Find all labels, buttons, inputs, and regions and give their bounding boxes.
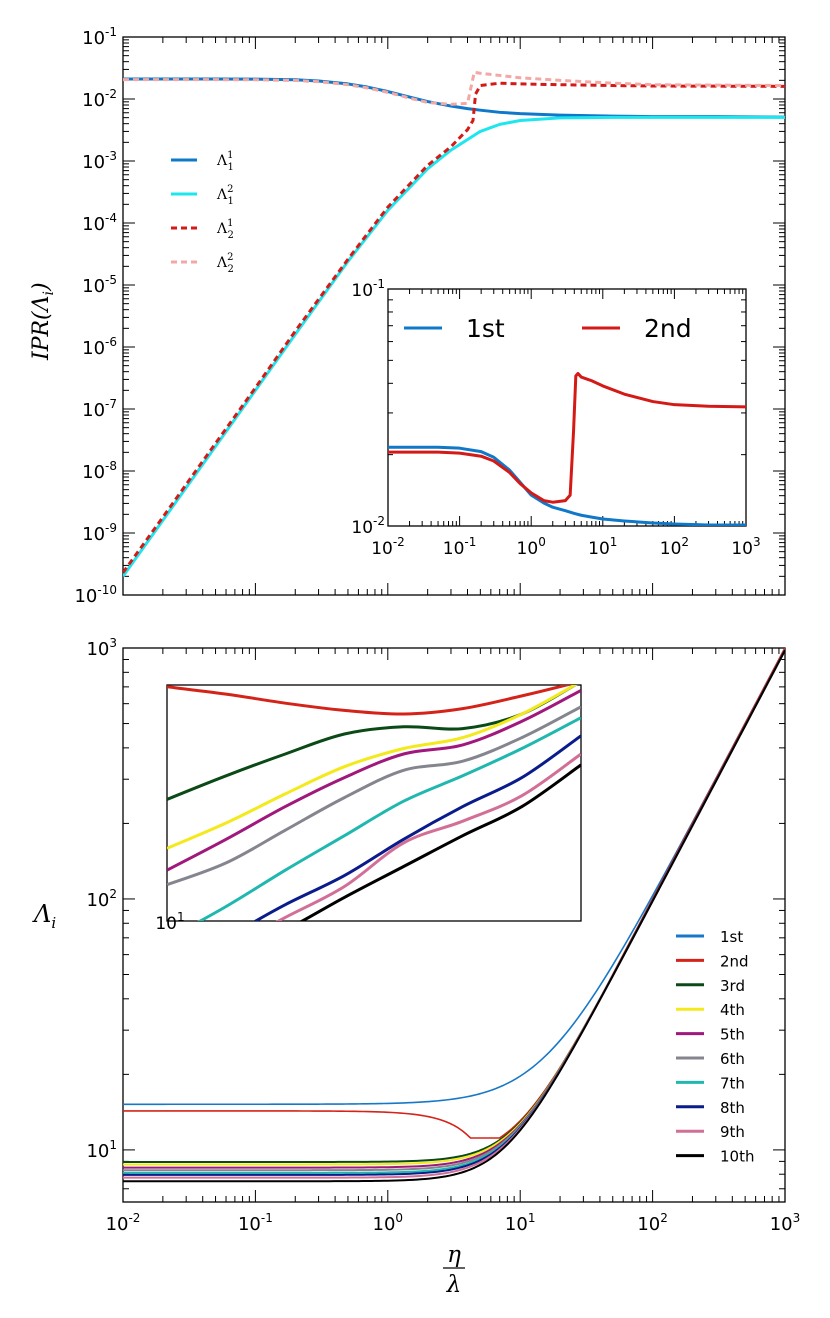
top-plot-frame xyxy=(122,36,786,596)
top-y-tick-label: 10-3 xyxy=(82,149,117,173)
top-series-group xyxy=(123,70,785,578)
bottom-inset-series-line-1 xyxy=(167,685,573,716)
top-legend-label: Λ1 1 xyxy=(216,150,234,173)
top-y-tick-label: 10-6 xyxy=(82,335,117,359)
top-legend-label: Λ2 1 xyxy=(216,184,234,207)
top-inset-tick-labels: 10-2 10-1 100 101 102 103 10-2 10-1 xyxy=(351,277,760,559)
bottom-x-axis-label: η λ xyxy=(443,1242,465,1298)
top-inset-x-tick-label: 10-1 xyxy=(443,535,477,559)
bottom-inset-series-line-9 xyxy=(299,763,581,921)
top-y-tick-labels: 10-10 10-9 10-8 10-7 10-6 10-5 10-4 10-3 10-2 10-… xyxy=(74,25,117,607)
bottom-plot-frame xyxy=(122,647,786,1203)
bottom-y-tick-label: 102 xyxy=(86,887,117,911)
top-y-tick-label: 10-7 xyxy=(82,397,117,421)
bottom-legend-label: 8th xyxy=(720,1099,745,1117)
top-series-line-4 xyxy=(123,70,785,106)
top-y-tick-label: 10-9 xyxy=(82,521,117,545)
bottom-x-tick-label: 103 xyxy=(770,1211,801,1235)
bottom-y-tick-label: 103 xyxy=(86,636,117,660)
bottom-inset-series-line-6 xyxy=(197,716,581,921)
top-inset-frame xyxy=(387,288,747,527)
top-legend-label: Λ2 2 xyxy=(216,252,234,275)
bottom-inset-series-line-7 xyxy=(252,734,581,921)
bottom-legend-label: 5th xyxy=(720,1026,745,1044)
bottom-series-line-10 xyxy=(123,649,785,1183)
bottom-x-tick-label: 10-1 xyxy=(238,1211,273,1235)
top-legend: Λ1 1 Λ2 1 Λ1 2 Λ2 2 xyxy=(171,150,234,275)
top-y-tick-label: 10-2 xyxy=(82,87,117,111)
top-series-line-3 xyxy=(123,81,785,574)
top-y-tick-label: 10-5 xyxy=(82,273,117,297)
top-y-tick-label: 10-4 xyxy=(82,211,117,235)
bottom-x-tick-label: 102 xyxy=(637,1211,668,1235)
top-inset-legend-label: 1st xyxy=(466,314,505,343)
bottom-series-line-1 xyxy=(123,648,785,1106)
bottom-inset-y-tick-label: 101 xyxy=(155,910,184,934)
bottom-inset-series-line-5 xyxy=(167,705,581,887)
bottom-y-axis-label: Λi xyxy=(32,900,56,932)
bottom-x-tick-label: 10-2 xyxy=(106,1211,141,1235)
top-inset-series-line-2 xyxy=(388,372,746,504)
top-inset-y-tick-label: 10-1 xyxy=(351,277,385,301)
bottom-inset: 101 xyxy=(155,684,582,934)
top-inset: 10-2 10-1 100 101 102 103 10-2 10-1 1st 2nd xyxy=(351,277,760,559)
top-inset-x-tick-label: 102 xyxy=(660,535,689,559)
bottom-legend-label: 2nd xyxy=(720,952,749,970)
top-inset-x-tick-label: 100 xyxy=(517,535,546,559)
top-inset-ticks xyxy=(387,288,747,527)
top-y-tick-label: 10-8 xyxy=(82,459,117,483)
top-y-tick-label: 10-10 xyxy=(74,583,117,607)
bottom-legend: 1st 2nd 3rd 4th 5th 6th 7th 8th 9th 10th xyxy=(676,928,754,1166)
bottom-series-group xyxy=(123,648,785,1183)
bottom-legend-label: 1st xyxy=(720,928,743,946)
top-inset-x-tick-label: 103 xyxy=(731,535,760,559)
top-inset-legend-label: 2nd xyxy=(644,314,692,343)
bottom-inset-series-line-4 xyxy=(167,689,581,872)
top-panel: 10-1010-910-810-710-610-510-410-310-210-… xyxy=(29,25,786,607)
bottom-inset-frame xyxy=(166,684,582,922)
bottom-x-tick-label: 101 xyxy=(505,1211,536,1235)
bottom-x-tick-label: 100 xyxy=(373,1211,404,1235)
top-inset-x-tick-label: 101 xyxy=(588,535,617,559)
bottom-legend-label: 7th xyxy=(720,1074,745,1092)
top-legend-label: Λ1 2 xyxy=(216,218,234,241)
bottom-legend-label: 9th xyxy=(720,1123,745,1141)
top-inset-x-tick-label: 10-2 xyxy=(371,535,405,559)
bottom-inset-series-group xyxy=(167,685,581,921)
top-inset-y-tick-label: 10-2 xyxy=(351,514,385,538)
bottom-ticks xyxy=(122,647,786,1202)
bottom-y-tick-label: 101 xyxy=(86,1138,117,1162)
bottom-inset-series-line-3 xyxy=(167,685,578,850)
bottom-tick-labels: 10-2 10-1 100 101 102 103 101 102 103 xyxy=(86,636,800,1235)
top-y-axis-label: IPR(Λi) xyxy=(29,282,57,361)
top-series-line-2 xyxy=(123,115,785,578)
bottom-inset-series-line-8 xyxy=(275,752,581,921)
top-inset-legend: 1st 2nd xyxy=(404,314,692,343)
bottom-panel: 10-2 10-1 100 101 102 103 101 102 103 Λi η λ 1st… xyxy=(32,636,800,1298)
bottom-inset-tick-labels: 101 xyxy=(155,910,184,934)
top-y-tick-label: 10-1 xyxy=(82,25,117,49)
x-label-denominator: λ xyxy=(446,1272,462,1298)
top-ticks xyxy=(122,36,786,596)
top-series-line-1 xyxy=(123,77,785,119)
top-inset-series-group xyxy=(388,372,746,526)
bottom-legend-label: 3rd xyxy=(720,977,745,995)
x-label-numerator: η xyxy=(447,1242,461,1268)
top-inset-series-line-1 xyxy=(388,445,746,526)
bottom-legend-label: 4th xyxy=(720,1001,745,1019)
bottom-legend-label: 6th xyxy=(720,1050,745,1068)
bottom-legend-label: 10th xyxy=(720,1148,754,1166)
